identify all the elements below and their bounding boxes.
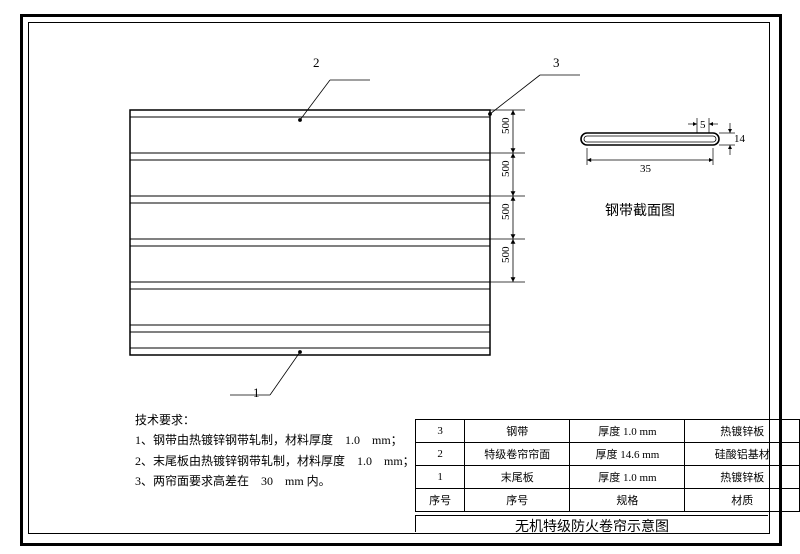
bom-no: 2 bbox=[416, 443, 465, 466]
bom-no: 3 bbox=[416, 420, 465, 443]
ref-2: 2 bbox=[313, 55, 320, 71]
cs-dims bbox=[587, 118, 735, 165]
notes-heading: 技术要求： bbox=[135, 410, 415, 430]
note-2: 2、末尾板由热镀锌钢带轧制，材料厚度 1.0 mm； bbox=[135, 451, 415, 471]
bom-mat: 热镀锌板 bbox=[685, 466, 800, 489]
note-3: 3、两帘面要求高差在 30 mm 内。 bbox=[135, 471, 415, 491]
bom-name: 特级卷帘帘面 bbox=[465, 443, 570, 466]
bom-table: 3 钢带 厚度 1.0 mm 热镀锌板 2 特级卷帘帘面 厚度 14.6 mm … bbox=[415, 419, 800, 512]
dim-slat-2: 500 bbox=[500, 160, 512, 177]
bom-mat: 硅酸铝基材 bbox=[685, 443, 800, 466]
elevation-outline bbox=[130, 110, 490, 355]
bom-name: 末尾板 bbox=[465, 466, 570, 489]
cs-dim-top: 5 bbox=[700, 119, 706, 131]
leader-1 bbox=[230, 351, 302, 396]
bom-spec: 厚度 1.0 mm bbox=[570, 466, 685, 489]
bom-no: 1 bbox=[416, 466, 465, 489]
leader-3 bbox=[489, 75, 581, 116]
ref-3: 3 bbox=[553, 55, 560, 71]
bom-mat: 热镀锌板 bbox=[685, 420, 800, 443]
bom-row: 3 钢带 厚度 1.0 mm 热镀锌板 bbox=[416, 420, 800, 443]
bom-spec: 厚度 14.6 mm bbox=[570, 443, 685, 466]
bom-h3: 规格 bbox=[570, 489, 685, 512]
dim-slat-3: 500 bbox=[500, 203, 512, 220]
bom-row: 1 末尾板 厚度 1.0 mm 热镀锌板 bbox=[416, 466, 800, 489]
note-1: 1、钢带由热镀锌钢带轧制，材料厚度 1.0 mm； bbox=[135, 430, 415, 450]
leader-2 bbox=[299, 80, 371, 122]
dim-slat-1: 500 bbox=[500, 117, 512, 134]
bom-h2: 序号 bbox=[465, 489, 570, 512]
drawing-title: 无机特级防火卷帘示意图 bbox=[415, 515, 768, 532]
bom-h1: 序号 bbox=[416, 489, 465, 512]
bom-name: 钢带 bbox=[465, 420, 570, 443]
cross-section bbox=[581, 133, 719, 145]
cs-dim-right: 14 bbox=[734, 133, 746, 145]
bom-row: 2 特级卷帘帘面 厚度 14.6 mm 硅酸铝基材 bbox=[416, 443, 800, 466]
dim-slat-4: 500 bbox=[500, 246, 512, 263]
bom-spec: 厚度 1.0 mm bbox=[570, 420, 685, 443]
bom-header: 序号 序号 规格 材质 bbox=[416, 489, 800, 512]
bom-h4: 材质 bbox=[685, 489, 800, 512]
ref-1: 1 bbox=[253, 385, 260, 401]
page: 500 500 500 500 bbox=[0, 0, 800, 554]
slat-lines bbox=[130, 117, 490, 348]
cross-section-label: 钢带截面图 bbox=[605, 200, 675, 220]
cs-dim-bottom: 35 bbox=[640, 163, 652, 175]
dim-texts: 500 500 500 500 bbox=[500, 117, 512, 263]
technical-notes: 技术要求： 1、钢带由热镀锌钢带轧制，材料厚度 1.0 mm； 2、末尾板由热镀… bbox=[135, 410, 415, 492]
